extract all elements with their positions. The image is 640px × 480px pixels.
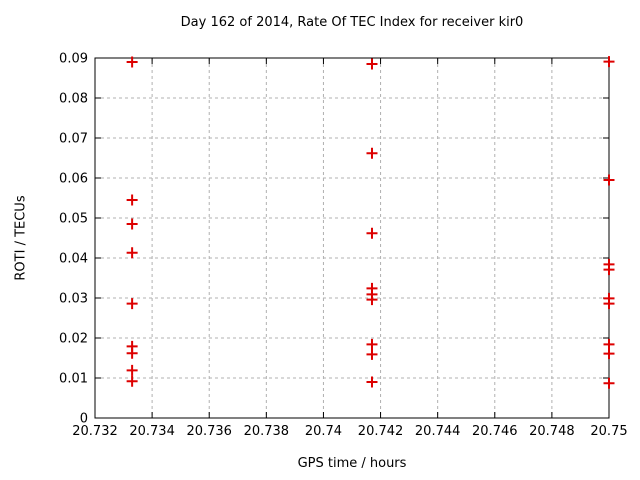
y-tick-label: 0 — [80, 412, 88, 427]
y-tick-label: 0.09 — [59, 52, 88, 67]
x-tick-label: 20.732 — [72, 424, 118, 439]
data-point — [603, 264, 615, 276]
y-tick-label: 0.04 — [59, 252, 88, 267]
data-point — [126, 364, 138, 376]
data-point — [126, 375, 138, 387]
y-tick-label: 0.08 — [59, 92, 88, 107]
data-point — [603, 348, 615, 360]
data-point — [366, 58, 378, 70]
x-tick-label: 20.736 — [186, 424, 232, 439]
data-point — [126, 218, 138, 230]
data-point — [366, 348, 378, 360]
data-point — [366, 294, 378, 306]
y-tick-label: 0.01 — [59, 372, 88, 387]
x-tick-label: 20.742 — [358, 424, 404, 439]
y-tick-label: 0.05 — [59, 212, 88, 227]
data-point — [126, 247, 138, 259]
x-tick-label: 20.744 — [415, 424, 461, 439]
x-tick-label: 20.738 — [244, 424, 290, 439]
data-point — [366, 147, 378, 159]
data-point — [603, 377, 615, 389]
data-point — [126, 56, 138, 68]
y-tick-label: 0.02 — [59, 332, 88, 347]
y-tick-label: 0.03 — [59, 292, 88, 307]
chart-title: Day 162 of 2014, Rate Of TEC Index for r… — [180, 15, 524, 30]
plot-border — [94, 57, 610, 419]
data-point — [366, 376, 378, 388]
x-tick-label: 20.75 — [590, 424, 627, 439]
x-tick-label: 20.74 — [305, 424, 342, 439]
data-point — [366, 227, 378, 239]
data-point — [603, 56, 615, 68]
data-point — [126, 298, 138, 310]
x-tick-label: 20.734 — [129, 424, 175, 439]
data-point — [603, 174, 615, 186]
x-tick-label: 20.746 — [472, 424, 518, 439]
y-tick-label: 0.06 — [59, 172, 88, 187]
data-point — [126, 347, 138, 359]
x-axis-label: GPS time / hours — [297, 456, 407, 471]
data-point — [366, 338, 378, 350]
y-tick-label: 0.07 — [59, 132, 88, 147]
data-point — [603, 338, 615, 350]
x-tick-label: 20.748 — [529, 424, 575, 439]
data-point — [603, 298, 615, 310]
data-point — [126, 194, 138, 206]
y-axis-label: ROTI / TECUs — [13, 195, 29, 281]
